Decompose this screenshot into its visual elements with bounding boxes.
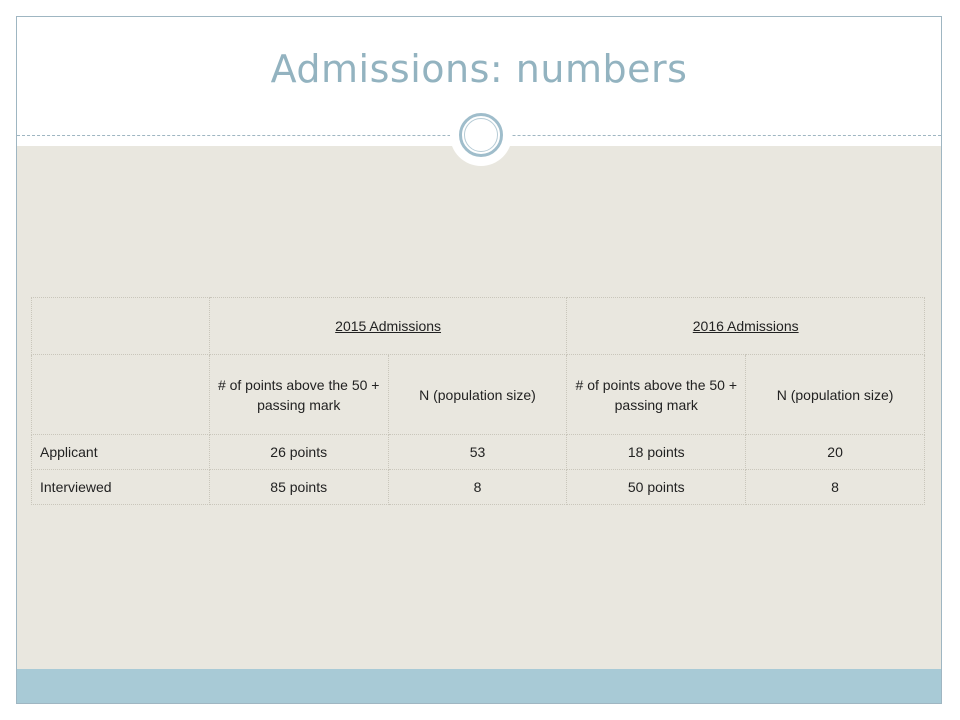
divider-inner-circle-icon — [464, 118, 498, 152]
row-label: Applicant — [31, 434, 210, 470]
table-cell: 53 — [387, 434, 568, 470]
subheader-cell: N (population size) — [387, 354, 568, 435]
table-cell: 50 points — [566, 469, 747, 505]
table-row: Interviewed 85 points 8 50 points 8 — [31, 469, 925, 505]
corner-subheader-cell — [31, 354, 210, 435]
year-header-cell: 2016 Admissions — [566, 297, 925, 355]
table-cell: 8 — [387, 469, 568, 505]
table-cell: 26 points — [208, 434, 389, 470]
year-header-2016: 2016 Admissions — [692, 318, 799, 334]
table-cell: 8 — [745, 469, 925, 505]
subheader-cell: # of points above the 50 + passing mark — [566, 354, 747, 435]
corner-header-cell — [31, 297, 210, 355]
footer-band — [17, 669, 941, 703]
year-header-cell: 2015 Admissions — [208, 297, 568, 355]
row-label: Interviewed — [31, 469, 210, 505]
table-cell: 85 points — [208, 469, 389, 505]
table-subheader-row: # of points above the 50 + passing mark … — [31, 354, 925, 435]
table-row: Applicant 26 points 53 18 points 20 — [31, 434, 925, 470]
slide: Admissions: numbers 2015 Admissions 2016… — [16, 16, 942, 704]
table-cell: 20 — [745, 434, 925, 470]
table-cell: 18 points — [566, 434, 747, 470]
slide-title: Admissions: numbers — [270, 47, 688, 91]
subheader-cell: # of points above the 50 + passing mark — [208, 354, 389, 435]
year-header-2015: 2015 Admissions — [335, 318, 442, 334]
table-header-row: 2015 Admissions 2016 Admissions — [31, 297, 925, 355]
admissions-table: 2015 Admissions 2016 Admissions # of poi… — [31, 297, 925, 505]
subheader-cell: N (population size) — [745, 354, 925, 435]
